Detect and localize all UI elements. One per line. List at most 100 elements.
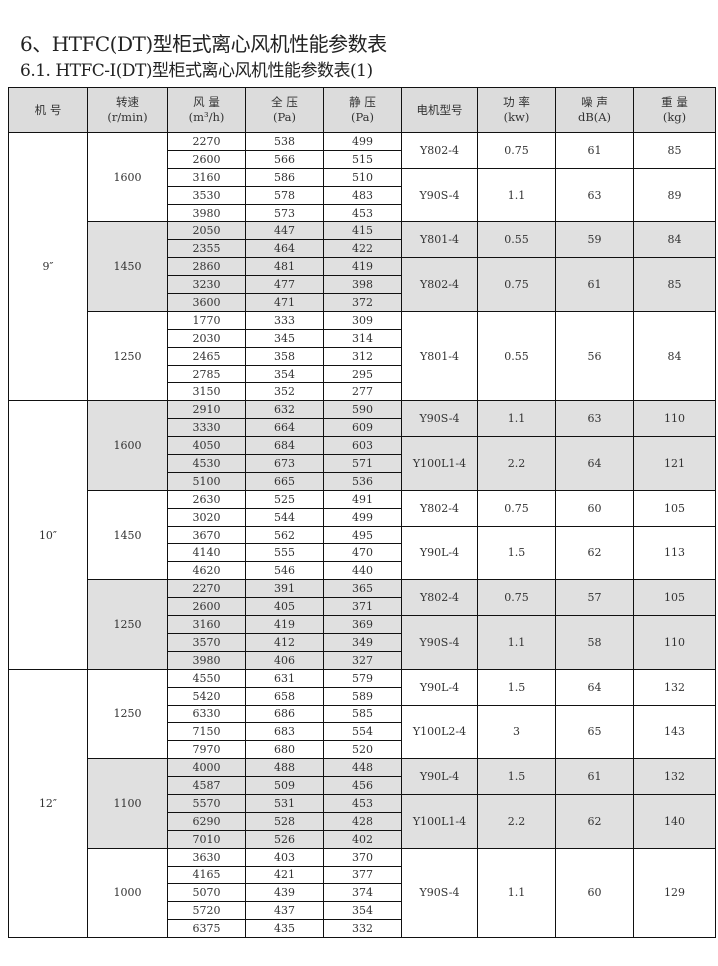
total-pressure-cell: 405 [245, 597, 324, 617]
column-header: 静 压 (Pa) [323, 87, 402, 133]
fan-model-cell: 9″ [8, 131, 88, 402]
motor-model-cell: Y90L-4 [401, 668, 478, 706]
weight-cell: 110 [633, 400, 716, 438]
static-pressure-cell: 312 [323, 346, 402, 366]
total-pressure-cell: 421 [245, 865, 324, 885]
airflow-cell: 2355 [167, 239, 246, 259]
fan-model-cell: 10″ [8, 400, 88, 670]
weight-cell: 84 [633, 310, 716, 402]
column-header: 全 压 (Pa) [245, 87, 324, 133]
fan-model-cell: 12″ [8, 668, 88, 939]
header-unit: (m³/h) [188, 110, 225, 124]
motor-model-cell: Y801-4 [401, 310, 478, 402]
power-cell: 1.1 [477, 615, 556, 670]
motor-model-cell: Y100L2-4 [401, 704, 478, 760]
table-row: 3570 412 349 [9, 632, 716, 652]
table-row: 5570 531 453 Y100L1-4 2.2 62 140 [9, 793, 716, 849]
static-pressure-cell: 515 [323, 149, 402, 169]
power-cell: 2.2 [477, 793, 556, 849]
airflow-cell: 7150 [167, 722, 246, 742]
static-pressure-cell: 402 [323, 829, 402, 849]
table-row: 7010 526 402 [9, 829, 716, 849]
weight-cell: 113 [633, 525, 716, 581]
airflow-cell: 2050 [167, 221, 246, 241]
static-pressure-cell: 372 [323, 293, 402, 312]
motor-model-cell: Y90S-4 [401, 847, 478, 939]
column-header: 功 率 (kw) [477, 87, 556, 133]
total-pressure-cell: 528 [245, 811, 324, 831]
airflow-cell: 2785 [167, 364, 246, 384]
motor-model-cell: Y802-4 [401, 579, 478, 617]
table-row: 3160 419 369 Y90S-4 1.1 58 110 [9, 615, 716, 670]
static-pressure-cell: 448 [323, 758, 402, 778]
header-label: 功 率 [503, 95, 530, 109]
weight-cell: 89 [633, 167, 716, 223]
total-pressure-cell: 586 [245, 167, 324, 187]
total-pressure-cell: 439 [245, 883, 324, 903]
static-pressure-cell: 377 [323, 865, 402, 885]
airflow-cell: 3630 [167, 847, 246, 867]
static-pressure-cell: 571 [323, 454, 402, 473]
static-pressure-cell: 371 [323, 597, 402, 617]
motor-model-cell: Y100L1-4 [401, 436, 478, 491]
static-pressure-cell: 456 [323, 776, 402, 795]
airflow-cell: 3980 [167, 203, 246, 223]
total-pressure-cell: 683 [245, 722, 324, 742]
table-row: 5100 665 536 [9, 471, 716, 491]
table-row: 6330 686 585 Y100L2-4 3 65 143 [9, 704, 716, 760]
column-header: 风 量 (m³/h) [167, 87, 246, 133]
column-header: 转速 (r/min) [87, 87, 168, 133]
table-row: 5070 439 374 [9, 883, 716, 903]
speed-cell: 1250 [87, 310, 168, 402]
static-pressure-cell: 440 [323, 561, 402, 581]
total-pressure-cell: 481 [245, 257, 324, 277]
static-pressure-cell: 495 [323, 525, 402, 545]
table-row: 2785 354 295 [9, 364, 716, 384]
weight-cell: 143 [633, 704, 716, 760]
airflow-cell: 4140 [167, 543, 246, 563]
power-cell: 1.1 [477, 847, 556, 939]
table-title: 6.1. HTFC-I(DT)型柜式离心风机性能参数表(1) [20, 61, 373, 81]
speed-cell: 1450 [87, 489, 168, 581]
airflow-cell: 5070 [167, 883, 246, 903]
total-pressure-cell: 358 [245, 346, 324, 366]
airflow-cell: 3150 [167, 382, 246, 402]
airflow-cell: 3670 [167, 525, 246, 545]
table-row: 3330 664 609 [9, 418, 716, 438]
airflow-cell: 3230 [167, 275, 246, 295]
static-pressure-cell: 510 [323, 167, 402, 187]
noise-cell: 61 [555, 257, 634, 312]
static-pressure-cell: 369 [323, 615, 402, 634]
noise-cell: 60 [555, 489, 634, 527]
airflow-cell: 1770 [167, 310, 246, 330]
total-pressure-cell: 354 [245, 364, 324, 384]
table-row: 9″ 1600 2270 538 499 Y802-4 0.75 61 85 [8, 131, 716, 402]
header-label: 转速 [116, 95, 139, 109]
header-unit: (Pa) [350, 110, 375, 124]
speed-cell: 1250 [87, 579, 168, 670]
header-label: 静 压 [349, 95, 376, 109]
motor-model-cell: Y90S-4 [401, 167, 478, 223]
speed-cell: 1600 [87, 400, 168, 491]
motor-model-cell: Y90L-4 [401, 525, 478, 581]
table-row: 4165 421 377 [9, 865, 716, 885]
table-row: 6375 435 332 [9, 919, 716, 939]
table-row: 1100 4000 488 448 Y90L-4 1.5 61 132 [9, 758, 716, 849]
motor-model-cell: Y90S-4 [401, 615, 478, 670]
total-pressure-cell: 531 [245, 793, 324, 813]
static-pressure-cell: 499 [323, 132, 402, 151]
total-pressure-cell: 352 [245, 382, 324, 402]
total-pressure-cell: 538 [245, 132, 324, 151]
header-unit: (Pa) [272, 110, 297, 124]
airflow-cell: 2270 [167, 579, 246, 599]
airflow-cell: 5100 [167, 471, 246, 491]
noise-cell: 62 [555, 793, 634, 849]
total-pressure-cell: 658 [245, 686, 324, 706]
static-pressure-cell: 354 [323, 901, 402, 921]
total-pressure-cell: 333 [245, 310, 324, 330]
table-row: 4140 555 470 [9, 543, 716, 563]
fan-performance-table: 机 号转速 (r/min) 风 量 (m³/h) 全 压 (Pa) 静 压 (Pa) 电机型号功… [8, 87, 716, 939]
table-row: 3230 477 398 [9, 275, 716, 295]
weight-cell: 140 [633, 793, 716, 849]
total-pressure-cell: 471 [245, 293, 324, 312]
